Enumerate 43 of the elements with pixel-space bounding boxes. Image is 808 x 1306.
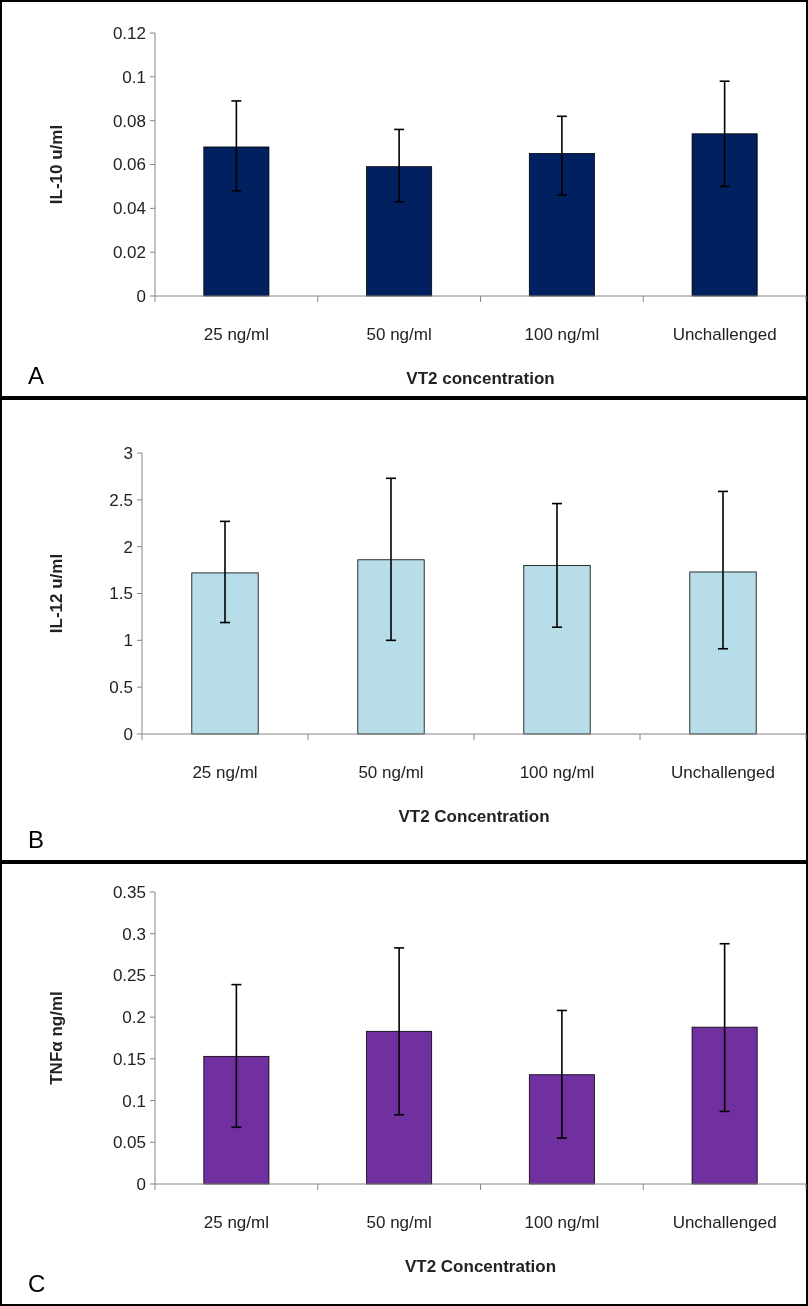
y-axis-title: TNFα ng/ml <box>47 991 66 1085</box>
y-tick-label: 0.25 <box>112 966 146 986</box>
y-tick-label: 2.5 <box>109 490 133 510</box>
text: A <box>28 362 45 389</box>
x-tick-label: Unchallenged <box>672 325 777 344</box>
y-tick-label: 0 <box>136 286 146 306</box>
y-tick-label: 0.3 <box>122 924 146 944</box>
x-tick-label: 100 ng/ml <box>524 1213 600 1232</box>
x-tick-label: Unchallenged <box>671 763 775 782</box>
y-tick-label: 1.5 <box>109 584 133 604</box>
y-tick-label: 0 <box>123 724 133 744</box>
y-tick-label: 1 <box>123 631 133 651</box>
y-tick-label: 0.15 <box>112 1049 146 1069</box>
y-tick-label: 0.35 <box>112 882 146 902</box>
x-axis-title: VT2 Concentration <box>404 1257 557 1276</box>
x-tick-label: 25 ng/ml <box>203 1213 269 1232</box>
y-tick-label: 0.04 <box>112 199 146 219</box>
y-tick-label: 3 <box>123 443 133 463</box>
x-axis-title: VT2 Concentration <box>398 807 550 826</box>
text: C <box>28 1270 46 1297</box>
y-tick-label: 0.1 <box>122 1091 146 1111</box>
y-tick-label: 0 <box>136 1174 146 1194</box>
y-tick-label: 0.08 <box>112 111 146 131</box>
x-tick-label: 50 ng/ml <box>366 325 432 344</box>
y-tick-label: 0.2 <box>122 1008 146 1028</box>
x-tick-label: 100 ng/ml <box>524 325 600 344</box>
x-tick-label: 100 ng/ml <box>519 763 595 782</box>
y-tick-label: 0.06 <box>112 155 146 175</box>
y-axis-title: IL-12 u/ml <box>47 553 66 634</box>
x-tick-label: Unchallenged <box>672 1213 777 1232</box>
y-axis-title: IL-10 u/ml <box>47 124 66 205</box>
x-tick-label: 25 ng/ml <box>203 325 269 344</box>
y-tick-label: 0.1 <box>122 67 146 87</box>
y-tick-label: 0.02 <box>112 243 146 263</box>
x-axis-title: VT2 concentration <box>406 369 555 388</box>
y-tick-label: 0.5 <box>109 678 133 698</box>
text: B <box>28 826 45 853</box>
y-tick-label: 0.05 <box>112 1133 146 1153</box>
y-tick-label: 0.12 <box>112 23 146 43</box>
x-tick-label: 50 ng/ml <box>366 1213 432 1232</box>
y-tick-label: 2 <box>123 537 133 557</box>
x-tick-label: 50 ng/ml <box>358 763 424 782</box>
x-tick-label: 25 ng/ml <box>192 763 258 782</box>
